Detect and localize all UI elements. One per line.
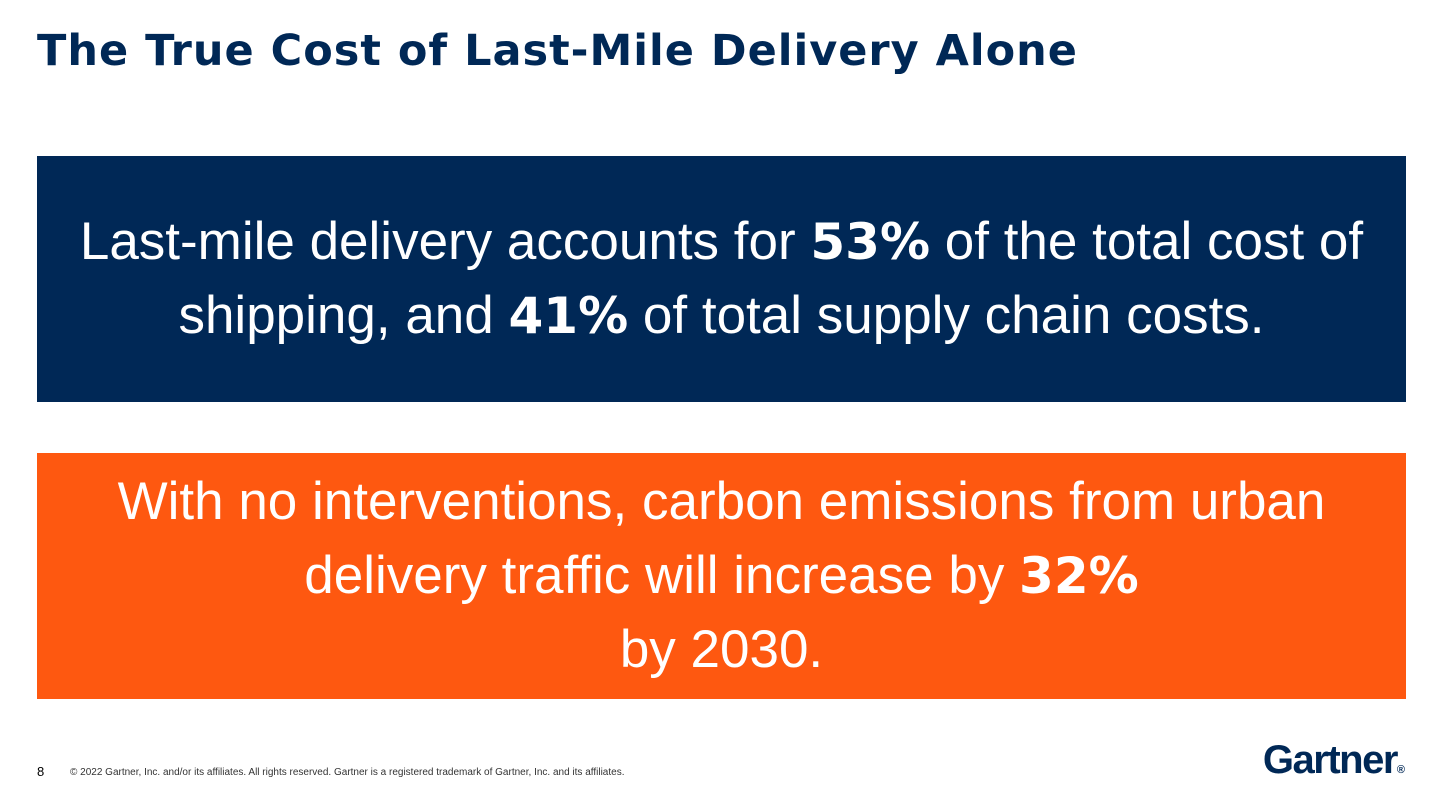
callout-box-shipping-cost: Last-mile delivery accounts for 53% of t… [37,156,1406,402]
stat-53-percent: 53% [810,213,931,271]
callout-text-part: of the total cost of shipping, and [178,212,1364,345]
stat-32-percent: 32% [1019,547,1139,605]
logo-wordmark: Gartner [1262,738,1399,782]
slide-title: The True Cost of Last-Mile Delivery Alon… [37,26,1078,76]
copyright-notice: © 2022 Gartner, Inc. and/or its affiliat… [70,767,625,778]
callout-text-carbon-emissions: With no interventions, carbon emissions … [37,465,1406,687]
callout-box-carbon-emissions: With no interventions, carbon emissions … [37,453,1406,699]
gartner-logo: Gartner® [1263,738,1405,783]
callout-text-shipping-cost: Last-mile delivery accounts for 53% of t… [37,205,1406,353]
callout-text-part: of total supply chain costs. [628,286,1265,345]
callout-text-part: With no interventions, carbon emissions … [117,472,1326,605]
registered-mark: ® [1396,764,1405,776]
callout-text-part: Last-mile delivery accounts for [79,212,811,271]
page-number: 8 [37,764,45,779]
callout-text-part: by 2030. [619,620,824,679]
stat-41-percent: 41% [508,287,629,345]
